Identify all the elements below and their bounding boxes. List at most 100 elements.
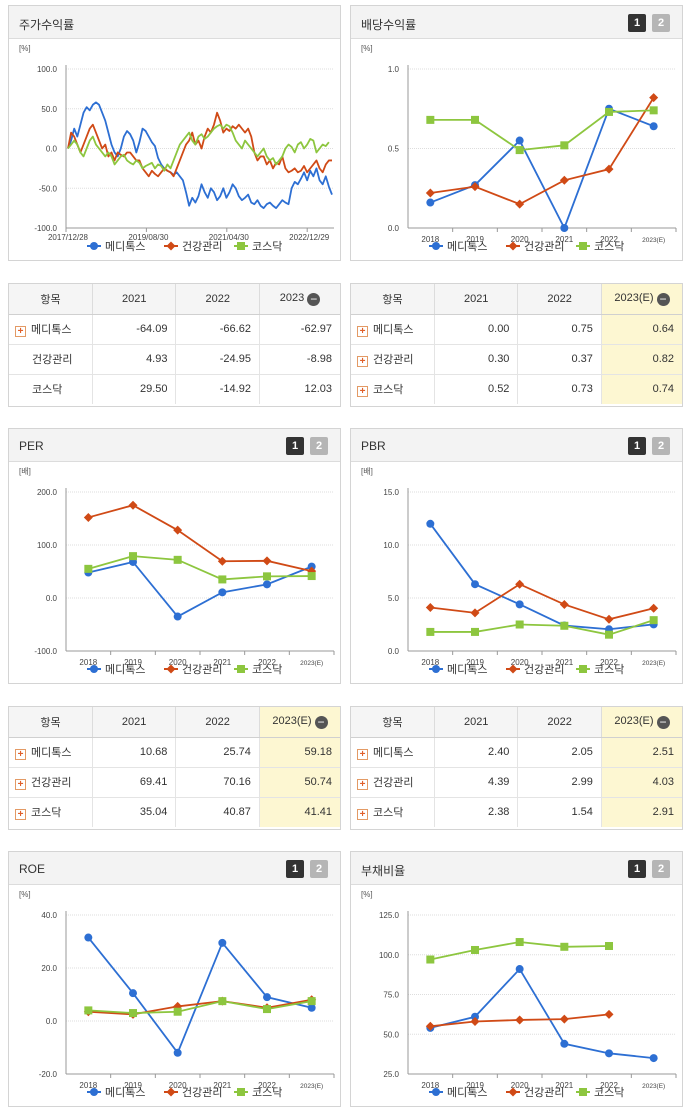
value-cell: 69.41: [92, 767, 177, 798]
expand-icon[interactable]: +: [357, 326, 368, 337]
period-button-1[interactable]: 1: [628, 14, 646, 32]
period-button-1[interactable]: 1: [628, 860, 646, 878]
legend-kosdaq-icon: [579, 665, 587, 673]
table-header-cell: 2021: [434, 284, 519, 315]
data-point-health-care: [425, 188, 435, 198]
legend-kosdaq-icon: [579, 1088, 587, 1096]
x-tick-label: 2022: [258, 1081, 276, 1090]
value-cell: 35.04: [92, 797, 177, 827]
header-text: 2023: [279, 291, 305, 304]
header-text: 항목: [40, 293, 61, 306]
item-name: 메디톡스: [31, 324, 72, 336]
legend-health-care-icon: [508, 1087, 518, 1097]
expand-icon[interactable]: +: [15, 809, 26, 821]
data-point-kosdaq: [426, 115, 435, 124]
panel-title: 배당수익률: [361, 18, 417, 32]
collapse-icon[interactable]: −: [307, 292, 321, 306]
table-row: 코스닥 29.50 -14.92 12.03: [9, 374, 340, 404]
expand-icon[interactable]: +: [15, 326, 26, 337]
expand-icon[interactable]: +: [15, 749, 26, 760]
item-name: 메디톡스: [31, 747, 72, 759]
item-name: 건강관리: [31, 777, 72, 789]
value-cell: -24.95: [175, 344, 260, 375]
y-tick-label: 0.5: [388, 145, 400, 154]
item-name-cell[interactable]: + 코스닥: [351, 374, 435, 404]
y-tick-label: 100.0: [379, 951, 400, 960]
data-point-medytox: [515, 965, 524, 974]
period-button-1[interactable]: 1: [286, 437, 304, 455]
x-tick-label: 2020: [511, 1081, 529, 1090]
unit-label: [%]: [19, 44, 31, 53]
period-button-1[interactable]: 1: [286, 860, 304, 878]
collapse-icon[interactable]: −: [656, 715, 670, 729]
item-name-cell[interactable]: + 메디톡스: [9, 314, 93, 345]
unit-label: [%]: [361, 890, 373, 899]
period-button-2[interactable]: 2: [652, 437, 670, 455]
legend-label: 코스닥: [252, 240, 282, 253]
legend-health-care-icon: [166, 241, 176, 251]
value-cell: 2.40: [434, 737, 519, 768]
data-point-health-care: [470, 608, 480, 618]
collapse-icon[interactable]: −: [656, 292, 670, 306]
expand-icon[interactable]: +: [357, 779, 368, 790]
legend-kosdaq-icon: [237, 1088, 245, 1096]
table-row: + 메디톡스 -64.09 -66.62 -62.97: [9, 314, 340, 345]
x-tick-label: 2022/12/29: [289, 233, 330, 242]
item-name-cell[interactable]: + 메디톡스: [351, 314, 435, 345]
period-button-1[interactable]: 1: [628, 437, 646, 455]
legend-label: 코스닥: [252, 1086, 282, 1099]
legend-health-care-icon: [166, 1087, 176, 1097]
item-name: 건강관리: [373, 777, 414, 789]
item-name-cell[interactable]: + 건강관리: [9, 767, 93, 798]
table-header-cell: 2022: [517, 707, 602, 738]
x-tick-label: 2018: [421, 235, 439, 244]
data-point-kosdaq: [263, 572, 271, 581]
legend-health-care-icon: [508, 241, 518, 251]
item-name-cell[interactable]: + 건강관리: [351, 767, 435, 798]
period-button-2[interactable]: 2: [310, 860, 328, 878]
item-name-cell[interactable]: + 메디톡스: [351, 737, 435, 768]
legend-label: 메디톡스: [105, 663, 145, 676]
value-cell: 0.82: [601, 344, 682, 375]
data-point-health-care: [604, 164, 614, 174]
legend-label: 건강관리: [524, 240, 564, 253]
expand-icon[interactable]: +: [357, 356, 368, 367]
expand-icon[interactable]: +: [357, 749, 368, 760]
data-point-health-care: [425, 603, 435, 613]
period-button-2[interactable]: 2: [310, 437, 328, 455]
data-point-medytox: [426, 198, 435, 207]
y-tick-label: 100.0: [37, 541, 58, 550]
x-tick-label: 2019: [124, 1081, 142, 1090]
data-point-health-care: [425, 1021, 435, 1031]
expand-icon[interactable]: +: [357, 386, 368, 398]
legend-label: 코스닥: [594, 1086, 624, 1099]
period-button-2[interactable]: 2: [652, 860, 670, 878]
item-name-cell[interactable]: + 건강관리: [351, 344, 435, 375]
data-point-kosdaq: [471, 115, 479, 124]
period-button-2[interactable]: 2: [652, 14, 670, 32]
collapse-icon[interactable]: −: [314, 715, 328, 729]
item-name-cell: 코스닥: [9, 374, 93, 404]
expand-icon[interactable]: +: [357, 809, 368, 821]
legend-label: 메디톡스: [447, 1086, 487, 1099]
expand-icon[interactable]: +: [15, 779, 26, 790]
item-name-cell[interactable]: + 코스닥: [9, 797, 93, 827]
y-tick-label: 0.0: [46, 1017, 58, 1026]
item-name-cell[interactable]: + 메디톡스: [9, 737, 93, 768]
item-name-cell[interactable]: + 코스닥: [351, 797, 435, 827]
x-tick-label: 2022: [600, 235, 618, 244]
y-tick-label: -50.0: [39, 184, 58, 193]
header-text: 2021: [122, 292, 147, 305]
dividend-yield-table-panel: 항목 2021 2022 2023(E) − + 메디톡스 0.00 0.75 0.64 + 건강관리…: [350, 283, 683, 407]
series-line-medytox: [67, 101, 333, 210]
data-point-kosdaq: [263, 1005, 271, 1014]
value-cell: 29.50: [92, 374, 177, 404]
data-point-kosdaq: [605, 107, 613, 116]
data-point-health-care: [83, 512, 93, 522]
data-point-kosdaq: [515, 146, 524, 155]
table-header-cell: 항목: [351, 284, 435, 315]
series-line-medytox: [430, 107, 654, 231]
